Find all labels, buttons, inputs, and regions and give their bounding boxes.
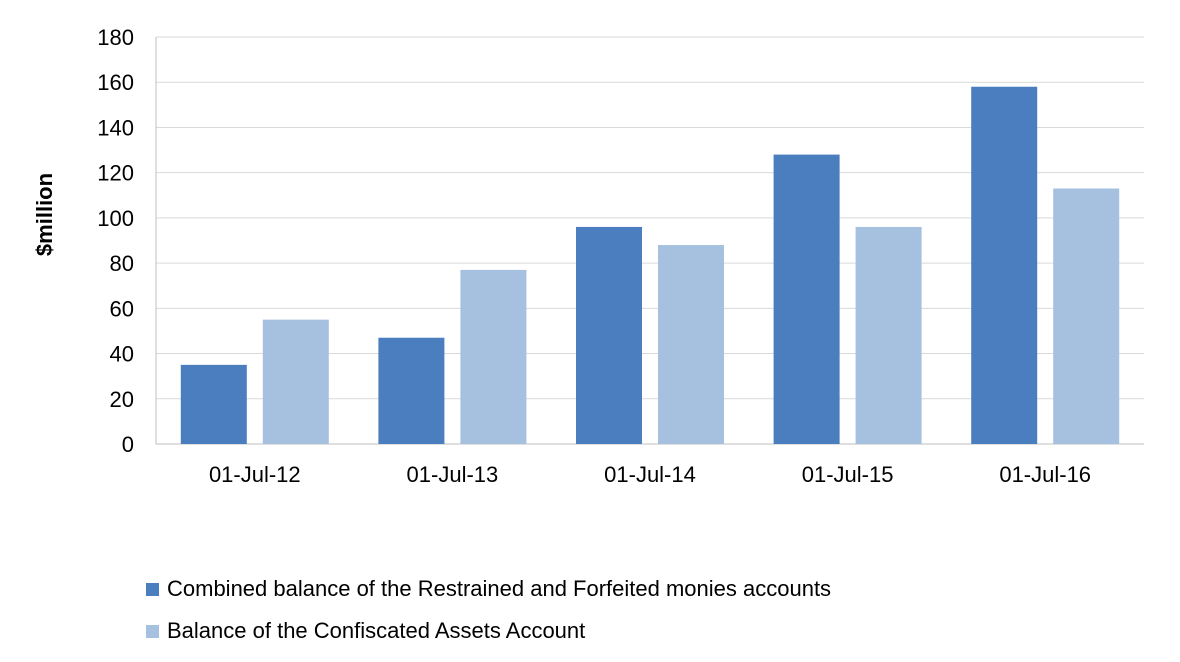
bar-series-1-01-jul-12 (262, 319, 329, 444)
x-tick-label-01-jul-13: 01-Jul-13 (407, 462, 499, 487)
y-axis-title: $million (32, 173, 57, 256)
x-tick-label-01-jul-14: 01-Jul-14 (604, 462, 696, 487)
bar-series-0-01-jul-13 (378, 337, 445, 444)
x-tick-label-01-jul-16: 01-Jul-16 (999, 462, 1091, 487)
bar-series-1-01-jul-13 (460, 269, 527, 444)
bar-series-0-01-jul-16 (971, 86, 1038, 444)
y-tick-label-140: 140 (97, 115, 134, 140)
y-tick-label-60: 60 (110, 296, 134, 321)
y-tick-label-20: 20 (110, 387, 134, 412)
legend-swatch-confiscated-assets (146, 624, 159, 638)
legend-item-combined-balance: Combined balance of the Restrained and F… (146, 568, 831, 610)
y-tick-label-80: 80 (110, 251, 134, 276)
bar-series-0-01-jul-12 (180, 364, 247, 444)
x-tick-label-01-jul-15: 01-Jul-15 (802, 462, 894, 487)
bar-series-1-01-jul-14 (658, 245, 724, 444)
bar-series-1-01-jul-15 (855, 226, 922, 444)
bar-series-0-01-jul-15 (773, 154, 840, 445)
legend-label-confiscated-assets: Balance of the Confiscated Assets Accoun… (167, 618, 586, 643)
legend-item-confiscated-assets: Balance of the Confiscated Assets Accoun… (146, 610, 831, 652)
legend: Combined balance of the Restrained and F… (146, 568, 831, 652)
x-tick-label-01-jul-12: 01-Jul-12 (209, 462, 301, 487)
y-tick-label-0: 0 (122, 432, 134, 457)
bar-series-0-01-jul-14 (576, 226, 642, 444)
y-tick-label-120: 120 (97, 161, 134, 186)
legend-label-combined-balance: Combined balance of the Restrained and F… (167, 576, 832, 601)
y-tick-label-180: 180 (97, 25, 134, 50)
y-tick-label-160: 160 (97, 70, 134, 95)
y-tick-label-100: 100 (97, 206, 134, 231)
legend-swatch-combined-balance (146, 582, 159, 596)
y-tick-label-40: 40 (110, 342, 134, 367)
bar-series-1-01-jul-16 (1053, 188, 1120, 444)
